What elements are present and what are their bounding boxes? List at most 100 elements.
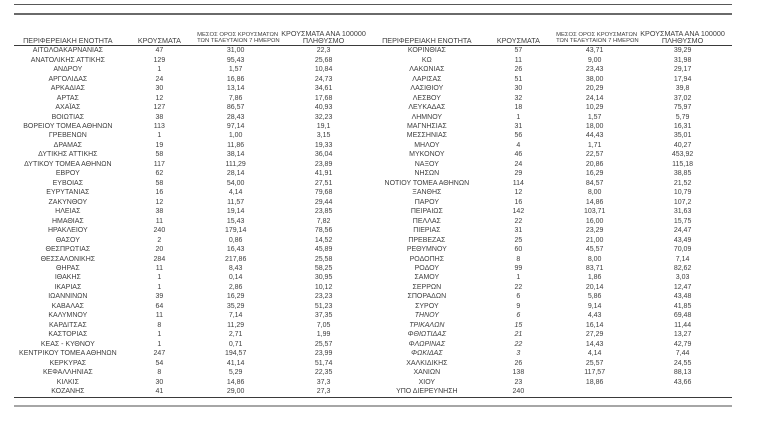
cases-value: 1: [157, 66, 162, 74]
avg7-value: 13,14: [226, 85, 245, 93]
table-row: ΙΚΑΡΙΑΣ 1 2,86 10,12: [14, 283, 373, 292]
per100k-value: 107,2: [673, 198, 692, 206]
per100k-value: 41,91: [314, 170, 333, 178]
cases-value: 29: [514, 170, 523, 178]
region-name: ΧΑΝΙΩΝ: [413, 369, 441, 377]
table-row: ΒΟΡΕΙΟΥ ΤΟΜΕΑ ΑΘΗΝΩΝ 113 97,14 19,1: [14, 122, 373, 131]
cases-value: 3: [516, 350, 521, 358]
cases-value: 1: [157, 331, 162, 339]
per100k-value: 58,25: [314, 265, 333, 273]
table-row: ΙΩΑΝΝΙΝΩΝ 39 16,29 23,23: [14, 292, 373, 301]
region-name: ΘΗΡΑΣ: [56, 265, 80, 273]
avg7-value: 35,29: [226, 302, 245, 310]
per100k-value: 13,27: [673, 331, 692, 339]
cases-value: 6: [516, 312, 521, 320]
region-name: ΚΑΒΑΛΑΣ: [51, 302, 85, 310]
region-name: ΙΘΑΚΗΣ: [54, 274, 81, 282]
table-row: ΛΑΡΙΣΑΣ 51 38,00 17,94: [373, 74, 732, 83]
table-row: ΙΘΑΚΗΣ 1 0,14 30,95: [14, 273, 373, 282]
per100k-value: 22,3: [316, 47, 331, 55]
table-row: ΛΕΣΒΟΥ 32 24,14 37,02: [373, 93, 732, 102]
region-name: ΑΡΤΑΣ: [56, 94, 79, 102]
bottom-rule-gray: [14, 404, 732, 407]
per100k-value: 21,52: [673, 179, 692, 187]
avg7-value: 5,29: [228, 369, 243, 377]
per100k-value: 16,31: [673, 122, 692, 130]
cases-value: 24: [514, 160, 523, 168]
table-row: ΠΕΛΛΑΣ 22 16,00 15,75: [373, 216, 732, 225]
cases-value: 47: [155, 47, 164, 55]
avg7-value: 84,57: [585, 179, 604, 187]
region-name: ΦΩΚΙΔΑΣ: [411, 350, 443, 358]
cases-value: 1: [516, 274, 521, 282]
region-name: ΓΡΕΒΕΝΩΝ: [48, 132, 87, 140]
table-row: ΜΑΓΝΗΣΙΑΣ 31 18,00 16,31: [373, 122, 732, 131]
avg7-value: 38,00: [585, 75, 604, 83]
cases-value: 18: [514, 104, 523, 112]
avg7-value: 9,14: [587, 302, 602, 310]
cases-value: 26: [514, 66, 523, 74]
table-row: ΗΜΑΘΙΑΣ 11 15,43 7,82: [14, 216, 373, 225]
top-rule-thick: [14, 12, 732, 15]
regional-table-left: ΠΕΡΙΦΕΡΕΙΑΚΗ ΕΝΟΤΗΤΑ ΚΡΟΥΣΜΑΤΑ ΜΕΣΟΣ ΟΡΟ…: [14, 16, 373, 396]
region-name: ΚΕΡΚΥΡΑΣ: [49, 359, 87, 367]
avg7-value: 0,14: [228, 274, 243, 282]
region-name: ΕΒΡΟΥ: [55, 170, 80, 178]
cases-value: 9: [516, 302, 521, 310]
table-row: ΘΕΣΠΡΩΤΙΑΣ 20 16,43 45,89: [14, 245, 373, 254]
cases-value: 12: [514, 189, 523, 197]
table-row: ΚΑΒΑΛΑΣ 64 35,29 51,23: [14, 302, 373, 311]
region-name: ΜΗΛΟΥ: [414, 141, 440, 149]
region-name: ΔΥΤΙΚΟΥ ΤΟΜΕΑ ΑΘΗΝΩΝ: [24, 160, 112, 168]
table-row: ΝΟΤΙΟΥ ΤΟΜΕΑ ΑΘΗΝΩΝ 114 84,57 21,52: [373, 179, 732, 188]
per100k-value: 7,14: [675, 255, 690, 263]
cases-value: 19: [155, 141, 164, 149]
avg7-value: 11,86: [227, 141, 245, 149]
region-name: ΛΗΜΝΟΥ: [411, 113, 443, 121]
avg7-value: 86,57: [226, 104, 245, 112]
per100k-value: 23,89: [314, 160, 333, 168]
region-name: ΛΕΥΚΑΔΑΣ: [408, 104, 446, 112]
cases-value: 22: [514, 340, 523, 348]
table-row: ΚΟΡΙΝΘΙΑΣ 57 43,71 39,29: [373, 46, 732, 55]
table-row: ΧΙΟΥ 23 18,86 43,66: [373, 377, 732, 386]
per100k-value: 24,47: [673, 227, 692, 235]
table-row: ΠΕΙΡΑΙΩΣ 142 103,71 31,63: [373, 207, 732, 216]
table-row: ΚΑΡΔΙΤΣΑΣ 8 11,29 7,05: [14, 321, 373, 330]
avg7-value: 0,86: [228, 236, 243, 244]
region-name: ΝΗΣΩΝ: [414, 170, 440, 178]
per100k-value: 15,75: [673, 217, 692, 225]
avg7-value: 1,00: [228, 132, 243, 140]
avg7-value: 14,86: [585, 198, 604, 206]
header-regional-unit: ΠΕΡΙΦΕΡΕΙΑΚΗ ΕΝΟΤΗΤΑ: [382, 36, 472, 45]
avg7-value: 16,29: [585, 170, 604, 178]
avg7-value: 1,57: [587, 113, 602, 121]
header-per-100k: ΚΡΟΥΣΜΑΤΑ ΑΝΑ 100000 ΠΛΗΘΥΣΜΟ: [633, 30, 732, 45]
table-row: ΚΕΑΣ - ΚΥΘΝΟΥ 1 0,71 25,57: [14, 340, 373, 349]
cases-value: 30: [155, 378, 164, 386]
avg7-value: 194,57: [224, 350, 247, 358]
table-row: ΚΑΛΥΜΝΟΥ 11 7,14 37,35: [14, 311, 373, 320]
avg7-value: 95,43: [226, 56, 245, 64]
per100k-value: 79,68: [314, 189, 333, 197]
avg7-value: 10,29: [585, 104, 604, 112]
region-name: ΜΑΓΝΗΣΙΑΣ: [406, 122, 447, 130]
cases-value: 38: [155, 208, 164, 216]
header-cases: ΚΡΟΥΣΜΑΤΑ: [137, 36, 181, 45]
region-name: ΠΕΙΡΑΙΩΣ: [410, 208, 443, 216]
cases-value: 62: [155, 170, 164, 178]
avg7-value: 41,14: [226, 359, 245, 367]
region-name: ΞΑΝΘΗΣ: [412, 189, 442, 197]
avg7-value: 14,43: [585, 340, 604, 348]
region-name: ΗΡΑΚΛΕΙΟΥ: [47, 227, 88, 235]
table-row: ΘΗΡΑΣ 11 8,43 58,25: [14, 264, 373, 273]
cases-value: 240: [512, 388, 525, 396]
header-avg-7day: ΜΕΣΟΣ ΟΡΟΣ ΚΡΟΥΣΜΑΤΩΝ ΤΩΝ ΤΕΛΕΥΤΑΙΩΝ 7 Η…: [197, 32, 280, 45]
region-name: ΜΕΣΣΗΝΙΑΣ: [406, 132, 447, 140]
avg7-value: 29,00: [226, 388, 245, 396]
region-name: ΗΛΕΙΑΣ: [55, 208, 81, 216]
avg7-value: 22,57: [585, 151, 604, 159]
per100k-value: 453,92: [671, 151, 694, 159]
cases-value: 64: [155, 302, 164, 310]
region-name: ΒΟΙΩΤΙΑΣ: [51, 113, 85, 121]
